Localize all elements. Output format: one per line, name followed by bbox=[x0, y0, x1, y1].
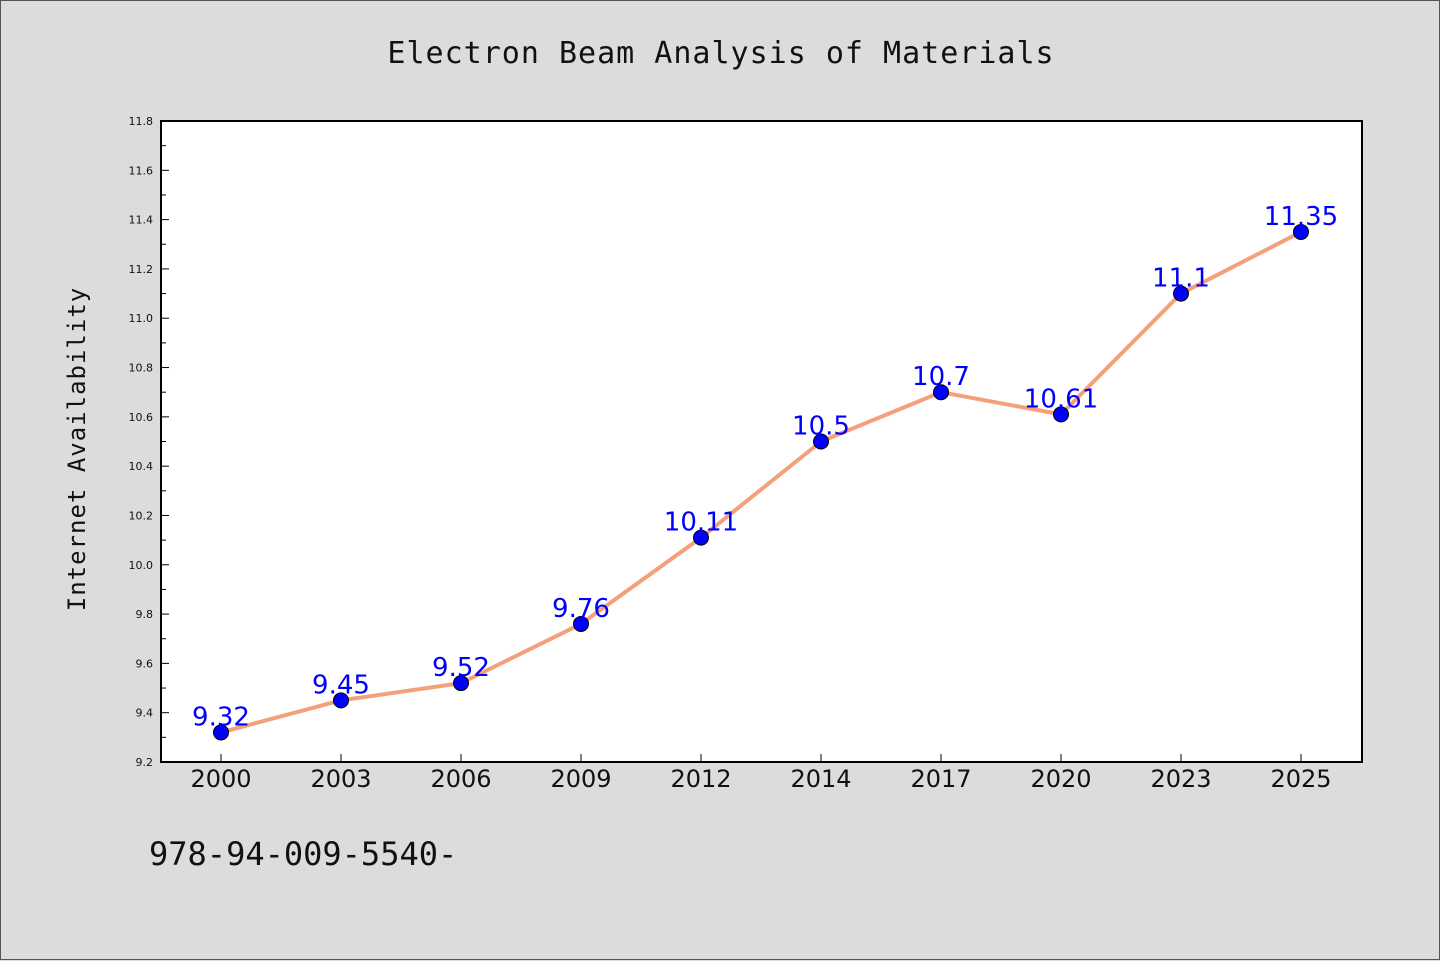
x-tick-label: 2003 bbox=[310, 765, 371, 793]
y-tick-label: 11.6 bbox=[129, 164, 154, 177]
x-tick-label: 2006 bbox=[430, 765, 491, 793]
data-label: 9.52 bbox=[432, 653, 490, 683]
data-point bbox=[933, 384, 949, 401]
data-label: 10.61 bbox=[1024, 384, 1098, 414]
series-line bbox=[220, 230, 1302, 735]
data-label: 9.32 bbox=[192, 702, 250, 732]
y-tick-label: 9.8 bbox=[136, 608, 154, 621]
y-tick-label: 11.8 bbox=[129, 115, 154, 128]
footnote: 978-94-009-5540- bbox=[149, 835, 457, 873]
data-point bbox=[1293, 223, 1309, 240]
x-tick-label: 2009 bbox=[550, 765, 611, 793]
data-point bbox=[213, 724, 229, 741]
y-tick-label: 10.6 bbox=[129, 411, 154, 424]
x-tick-label: 2025 bbox=[1270, 765, 1331, 793]
x-axis: 2000 2003 2006 2009 2012 2014 2017 2020 2023 2025 bbox=[190, 754, 1332, 793]
x-tick-label: 2023 bbox=[1150, 765, 1211, 793]
y-tick-label: 11.0 bbox=[129, 312, 154, 325]
plot-area bbox=[160, 120, 1363, 763]
y-axis-label: Internet Availability bbox=[63, 287, 91, 611]
data-label: 9.76 bbox=[552, 594, 610, 624]
data-point bbox=[1173, 285, 1189, 302]
y-tick-label: 9.2 bbox=[136, 756, 154, 769]
y-tick-label: 10.2 bbox=[129, 509, 154, 522]
x-tick-label: 2014 bbox=[790, 765, 851, 793]
y-axis: 9.2 9.4 9.6 9.8 10.0 10.2 10.4 10.6 10.8 11.0 11.2… bbox=[129, 115, 169, 769]
series-layer bbox=[213, 223, 1309, 741]
x-tick-label: 2000 bbox=[190, 765, 251, 793]
data-label: 10.11 bbox=[664, 508, 738, 538]
y-tick-label: 10.8 bbox=[129, 362, 154, 375]
data-label: 9.45 bbox=[312, 670, 370, 700]
data-label-layer: 9.32 9.45 9.52 9.76 10.11 10.5 10.7 10.61 11.1 11… bbox=[192, 202, 1338, 732]
data-point bbox=[573, 615, 589, 632]
y-tick-label: 9.4 bbox=[136, 707, 154, 720]
x-tick-label: 2017 bbox=[910, 765, 971, 793]
data-label: 11.1 bbox=[1152, 264, 1210, 294]
data-point bbox=[453, 675, 469, 692]
chart-title: Electron Beam Analysis of Materials bbox=[387, 36, 1054, 71]
y-tick-label: 11.4 bbox=[129, 214, 154, 227]
x-tick-label: 2020 bbox=[1030, 765, 1091, 793]
data-point bbox=[693, 529, 709, 546]
y-tick-label: 10.0 bbox=[129, 559, 154, 572]
data-point bbox=[1053, 406, 1069, 423]
y-tick-label: 10.4 bbox=[129, 460, 154, 473]
data-label: 10.5 bbox=[792, 412, 850, 442]
data-point bbox=[333, 692, 349, 709]
data-label: 11.35 bbox=[1264, 202, 1338, 232]
data-point bbox=[813, 433, 829, 450]
data-label: 10.7 bbox=[912, 362, 970, 392]
y-tick-label: 11.2 bbox=[129, 263, 154, 276]
x-tick-label: 2012 bbox=[670, 765, 731, 793]
y-tick-label: 9.6 bbox=[136, 657, 154, 670]
